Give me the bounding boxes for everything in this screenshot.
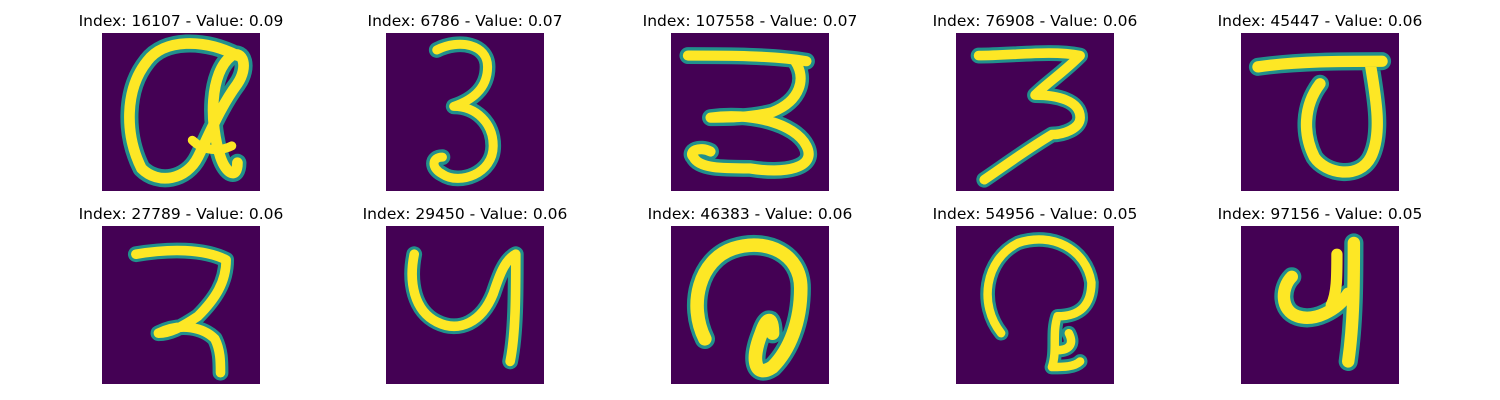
glyph-strokes (980, 232, 1099, 375)
glyph-strokes (687, 234, 811, 381)
glyph-image (1241, 226, 1399, 384)
glyph-image (102, 226, 260, 384)
glyph-image (386, 33, 544, 191)
panel-title: Index: 29450 - Value: 0.06 (362, 205, 568, 223)
glyph-image (956, 226, 1114, 384)
sample-panel-8: Index: 46383 - Value: 0.06 (630, 204, 870, 394)
sample-panel-10: Index: 97156 - Value: 0.05 (1200, 204, 1440, 394)
sample-panel-4: Index: 76908 - Value: 0.06 (915, 11, 1155, 201)
panel-title: Index: 76908 - Value: 0.06 (932, 12, 1138, 30)
glyph-image (102, 33, 260, 191)
sample-panel-5: Index: 45447 - Value: 0.06 (1200, 11, 1440, 201)
sample-panel-6: Index: 27789 - Value: 0.06 (61, 204, 301, 394)
glyph-strokes (120, 34, 253, 188)
glyph-strokes (1248, 52, 1392, 182)
glyph-strokes (404, 246, 524, 370)
glyph-image (671, 226, 829, 384)
sample-panel-9: Index: 54956 - Value: 0.05 (915, 204, 1155, 394)
panel-title: Index: 46383 - Value: 0.06 (647, 205, 853, 223)
glyph-image (1241, 33, 1399, 191)
glyph-strokes (1274, 233, 1364, 372)
glyph-strokes (679, 47, 817, 179)
panel-title: Index: 6786 - Value: 0.07 (367, 12, 563, 30)
sample-panel-3: Index: 107558 - Value: 0.07 (630, 11, 870, 201)
glyph-strokes (970, 45, 1089, 188)
panel-title: Index: 54956 - Value: 0.05 (932, 205, 1138, 223)
glyph-strokes (127, 242, 235, 381)
glyph-image (671, 33, 829, 191)
panel-title: Index: 107558 - Value: 0.07 (642, 12, 858, 30)
panel-title: Index: 97156 - Value: 0.05 (1217, 205, 1423, 223)
panel-title: Index: 27789 - Value: 0.06 (78, 205, 284, 223)
panel-title: Index: 45447 - Value: 0.06 (1217, 12, 1423, 30)
sample-panel-1: Index: 16107 - Value: 0.09 (61, 11, 301, 201)
panel-title: Index: 16107 - Value: 0.09 (78, 12, 284, 30)
glyph-image (956, 33, 1114, 191)
glyph-image (386, 226, 544, 384)
glyph-strokes (426, 36, 502, 187)
sample-panel-7: Index: 29450 - Value: 0.06 (345, 204, 585, 394)
sample-panel-2: Index: 6786 - Value: 0.07 (345, 11, 585, 201)
